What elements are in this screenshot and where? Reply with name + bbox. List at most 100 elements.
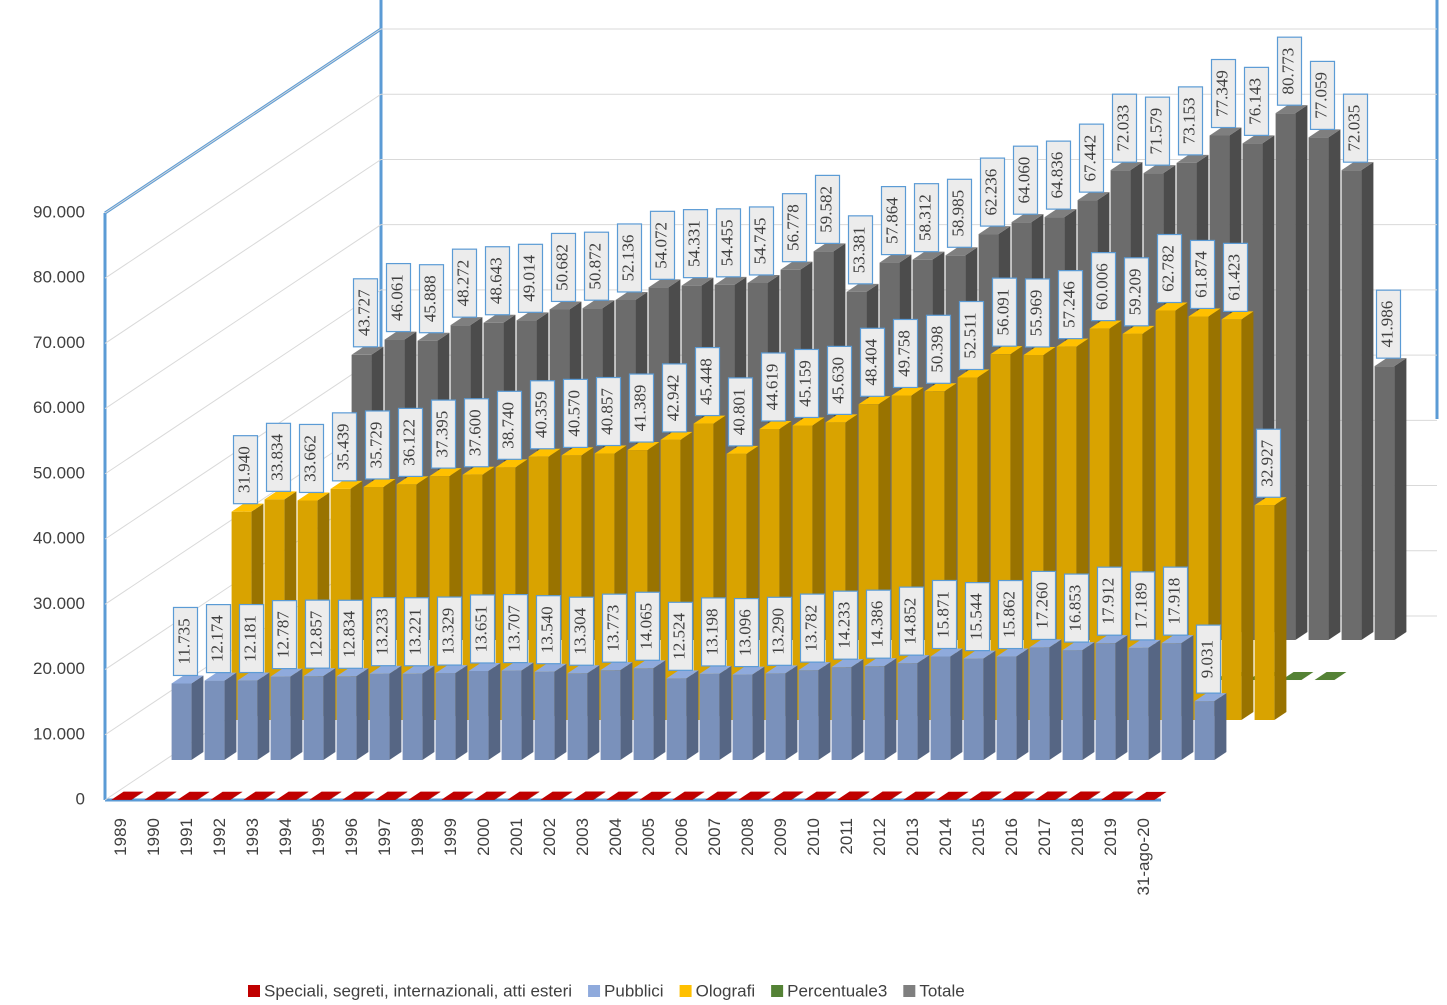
x-tick-label: 2004 bbox=[606, 818, 625, 856]
value-label: 12.787 bbox=[273, 611, 292, 658]
bar bbox=[1161, 643, 1182, 760]
value-label: 31.940 bbox=[234, 446, 253, 493]
bar-top bbox=[1101, 791, 1134, 800]
bar bbox=[996, 656, 1017, 760]
value-label-box bbox=[682, 209, 709, 279]
value-label-box bbox=[694, 346, 721, 417]
bar-side bbox=[521, 662, 534, 760]
value-label-box bbox=[931, 579, 958, 650]
bar-top bbox=[369, 665, 402, 674]
bar bbox=[270, 676, 291, 760]
bar-top bbox=[765, 665, 798, 674]
value-label-box bbox=[1111, 93, 1138, 163]
x-tick-label: 2002 bbox=[540, 818, 559, 856]
bar-top bbox=[1077, 192, 1110, 201]
bar-top bbox=[1374, 358, 1407, 367]
value-label-box bbox=[496, 390, 523, 460]
bar-top bbox=[1011, 214, 1044, 223]
bar-top bbox=[1143, 165, 1176, 174]
bar-top bbox=[474, 791, 507, 800]
bar-top bbox=[726, 445, 759, 454]
x-tick-label: 31-ago-20 bbox=[1134, 818, 1153, 896]
value-label: 62.236 bbox=[981, 169, 1000, 216]
bar bbox=[1194, 701, 1215, 760]
value-label-box bbox=[463, 398, 490, 468]
value-label: 13.304 bbox=[570, 607, 589, 654]
bar-side bbox=[527, 791, 540, 800]
value-label: 17.189 bbox=[1131, 583, 1150, 630]
bar-side bbox=[1022, 791, 1035, 800]
bar-top bbox=[879, 254, 912, 263]
bar-top bbox=[759, 420, 792, 429]
value-label-box bbox=[1045, 140, 1072, 210]
value-label: 61.423 bbox=[1224, 254, 1243, 301]
value-label-box bbox=[733, 597, 760, 668]
value-label-box bbox=[370, 597, 397, 667]
value-label: 35.439 bbox=[333, 423, 352, 470]
bar bbox=[699, 673, 720, 760]
bar-top bbox=[1254, 497, 1287, 506]
bar-top bbox=[435, 665, 468, 674]
bar-top bbox=[1281, 672, 1314, 680]
value-label-box bbox=[1309, 60, 1336, 131]
value-label: 17.918 bbox=[1164, 578, 1183, 625]
value-label-box bbox=[1162, 566, 1189, 636]
value-label-box bbox=[1222, 242, 1249, 312]
value-label-box bbox=[265, 422, 292, 492]
x-tick-label: 2016 bbox=[1002, 818, 1021, 856]
value-label-box bbox=[1342, 93, 1369, 163]
bar-side bbox=[851, 659, 864, 760]
value-label: 15.871 bbox=[933, 591, 952, 638]
y-tick-label: 20.000 bbox=[33, 659, 85, 678]
bar-top bbox=[528, 448, 561, 457]
bar-side bbox=[752, 666, 765, 760]
bar-top bbox=[516, 312, 549, 321]
x-tick-label: 1991 bbox=[177, 818, 196, 856]
bar-top bbox=[483, 314, 516, 323]
bar-side bbox=[785, 665, 798, 760]
value-label-box bbox=[748, 206, 775, 276]
value-label: 14.852 bbox=[900, 598, 919, 645]
bar-top bbox=[237, 672, 270, 681]
value-label: 12.181 bbox=[240, 615, 259, 662]
legend-swatch bbox=[679, 985, 692, 997]
value-label-box bbox=[1078, 123, 1105, 193]
bar-top bbox=[351, 346, 384, 355]
bar-top bbox=[771, 791, 804, 800]
legend-label: Speciali, segreti, internazionali, atti … bbox=[264, 981, 572, 1000]
bar-side bbox=[884, 658, 897, 760]
value-label: 58.312 bbox=[915, 194, 934, 241]
bar-top bbox=[573, 791, 606, 800]
bar-top bbox=[561, 447, 594, 456]
bar bbox=[930, 656, 951, 760]
bar bbox=[171, 683, 192, 760]
bar-side bbox=[230, 791, 243, 800]
bar-top bbox=[1308, 129, 1341, 138]
bar-top bbox=[1002, 791, 1035, 800]
value-label: 38.740 bbox=[498, 402, 517, 449]
value-label-box bbox=[331, 412, 358, 482]
value-label-box bbox=[298, 423, 325, 494]
value-label-box bbox=[568, 596, 595, 666]
x-tick-label: 2018 bbox=[1068, 818, 1087, 856]
value-label: 50.682 bbox=[552, 244, 571, 291]
bar-top bbox=[747, 274, 780, 283]
bar-side bbox=[1241, 311, 1254, 720]
bar bbox=[600, 670, 621, 760]
bar-side bbox=[1088, 791, 1101, 800]
value-label: 45.630 bbox=[828, 357, 847, 404]
bar-top bbox=[912, 251, 945, 260]
bar bbox=[1221, 319, 1242, 720]
value-label: 61.874 bbox=[1191, 251, 1210, 298]
bar bbox=[765, 673, 786, 760]
bar-side bbox=[323, 668, 336, 760]
bar-side bbox=[395, 791, 408, 800]
bar-top bbox=[1122, 325, 1155, 334]
x-tick-label: 2001 bbox=[507, 818, 526, 856]
bar-top bbox=[936, 791, 969, 800]
bar-top bbox=[990, 346, 1023, 355]
bar bbox=[1029, 647, 1050, 760]
y-tick-label: 80.000 bbox=[33, 268, 85, 287]
value-label: 54.745 bbox=[750, 218, 769, 265]
value-label: 13.773 bbox=[603, 605, 622, 652]
